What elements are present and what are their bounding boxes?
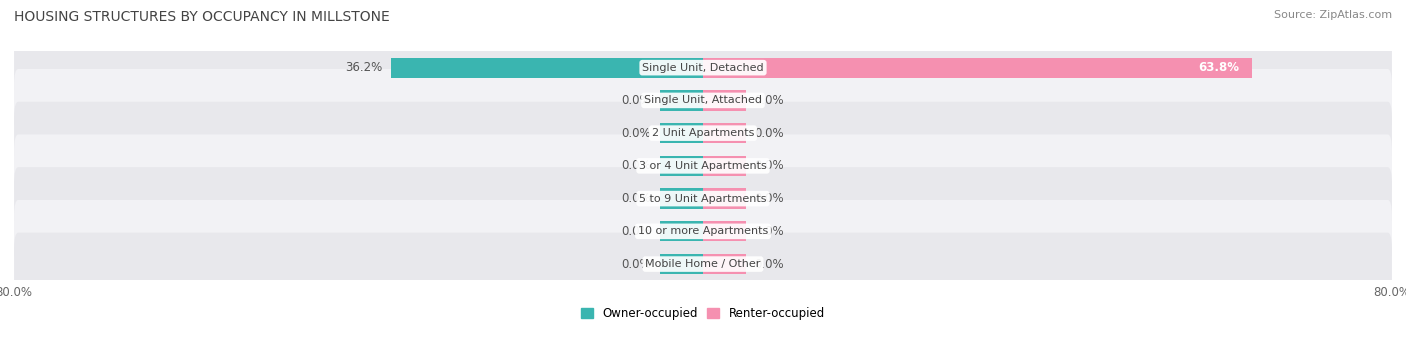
FancyBboxPatch shape	[14, 200, 1392, 263]
Bar	[659, 254, 703, 274]
FancyBboxPatch shape	[14, 102, 1392, 165]
FancyBboxPatch shape	[14, 167, 1392, 230]
Text: 0.0%: 0.0%	[621, 258, 651, 271]
Text: Source: ZipAtlas.com: Source: ZipAtlas.com	[1274, 10, 1392, 20]
Bar	[703, 221, 747, 241]
Text: 10 or more Apartments: 10 or more Apartments	[638, 226, 768, 236]
Bar	[659, 221, 703, 241]
Bar	[703, 90, 747, 110]
Text: 0.0%: 0.0%	[755, 192, 785, 205]
Bar	[703, 254, 747, 274]
Text: 0.0%: 0.0%	[755, 159, 785, 172]
Bar	[659, 123, 703, 143]
Text: 0.0%: 0.0%	[755, 258, 785, 271]
Text: HOUSING STRUCTURES BY OCCUPANCY IN MILLSTONE: HOUSING STRUCTURES BY OCCUPANCY IN MILLS…	[14, 10, 389, 24]
Legend: Owner-occupied, Renter-occupied: Owner-occupied, Renter-occupied	[576, 303, 830, 325]
Text: 63.8%: 63.8%	[1198, 61, 1240, 74]
Text: Mobile Home / Other: Mobile Home / Other	[645, 259, 761, 269]
Text: 5 to 9 Unit Apartments: 5 to 9 Unit Apartments	[640, 194, 766, 203]
FancyBboxPatch shape	[14, 36, 1392, 99]
Text: 0.0%: 0.0%	[621, 192, 651, 205]
Bar	[703, 156, 747, 176]
Bar	[391, 57, 703, 78]
Bar	[659, 156, 703, 176]
Text: 0.0%: 0.0%	[755, 94, 785, 107]
FancyBboxPatch shape	[14, 69, 1392, 132]
Bar	[659, 90, 703, 110]
Text: 3 or 4 Unit Apartments: 3 or 4 Unit Apartments	[640, 161, 766, 171]
Text: 36.2%: 36.2%	[346, 61, 382, 74]
Text: 0.0%: 0.0%	[755, 225, 785, 238]
Text: 0.0%: 0.0%	[621, 225, 651, 238]
FancyBboxPatch shape	[14, 134, 1392, 197]
Text: 0.0%: 0.0%	[621, 127, 651, 140]
FancyBboxPatch shape	[14, 233, 1392, 295]
Text: 0.0%: 0.0%	[621, 94, 651, 107]
Bar	[703, 123, 747, 143]
Bar	[703, 57, 1253, 78]
Text: 0.0%: 0.0%	[755, 127, 785, 140]
Text: Single Unit, Detached: Single Unit, Detached	[643, 63, 763, 73]
Bar	[703, 188, 747, 209]
Text: 2 Unit Apartments: 2 Unit Apartments	[652, 128, 754, 138]
Bar	[659, 188, 703, 209]
Text: Single Unit, Attached: Single Unit, Attached	[644, 95, 762, 105]
Text: 0.0%: 0.0%	[621, 159, 651, 172]
